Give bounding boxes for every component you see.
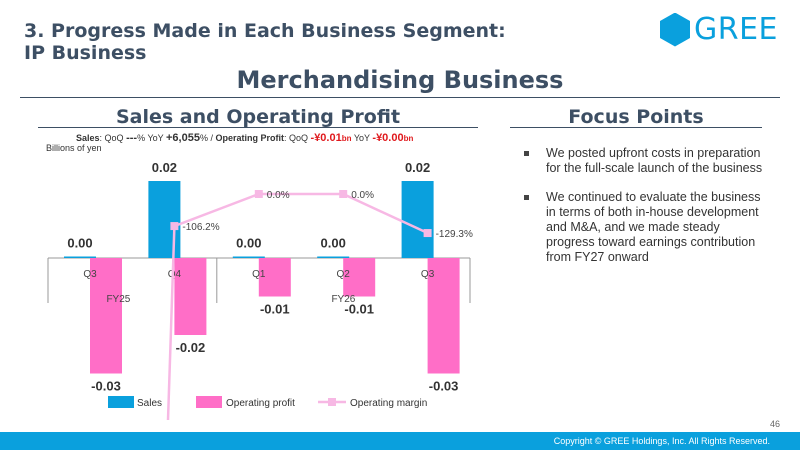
kpi-sales-qoq: --- — [126, 132, 138, 144]
legend-operating-margin-label: Operating margin — [350, 398, 427, 409]
category-tick-label: Q3 — [421, 269, 435, 280]
sales-bar — [64, 256, 96, 258]
gree-logo: GREE — [660, 12, 778, 47]
kpi-op-yoy-unit: bn — [403, 134, 414, 143]
focus-point: We posted upfront costs in preparation f… — [520, 146, 770, 176]
kpi-op-qoq: -¥0.01 — [310, 132, 342, 144]
operating-profit-bar — [174, 258, 207, 335]
operating-profit-bar — [258, 258, 291, 297]
sales-bar — [232, 256, 265, 258]
sales-bar — [148, 181, 181, 258]
legend-operating-profit-label: Operating profit — [226, 398, 295, 409]
kpi-op-qoq-label: QoQ — [289, 133, 309, 143]
category-tick-label: Q4 — [168, 269, 182, 280]
sales-value-label: 0.00 — [236, 236, 261, 251]
fiscal-group-label: FY25 — [106, 294, 130, 305]
kpi-sales-label: Sales — [76, 133, 100, 143]
section-title: 3. Progress Made in Each Business Segmen… — [24, 20, 506, 64]
category-tick-label: Q1 — [252, 269, 266, 280]
sales-value-label: 0.00 — [321, 236, 346, 251]
page-number: 46 — [770, 419, 781, 429]
operating-profit-value-label: -0.03 — [429, 379, 459, 394]
kpi-op-label: Operating Profit — [215, 133, 284, 143]
logo-text: GREE — [694, 12, 779, 47]
legend-sales-swatch — [108, 396, 134, 408]
operating-margin-marker — [423, 229, 432, 238]
sales-bar — [317, 256, 350, 258]
kpi-yoy-label: YoY — [147, 133, 164, 143]
sales-value-label: 0.02 — [405, 160, 430, 175]
kpi-op-yoy: -¥0.00 — [372, 132, 404, 144]
chart-panel-title: Sales and Operating Profit — [115, 106, 401, 128]
operating-margin-label: 0.0% — [351, 190, 374, 201]
focus-point: We continued to evaluate the business in… — [520, 190, 770, 265]
operating-margin-label: -129.3% — [436, 229, 473, 240]
legend-operating-profit-swatch — [196, 396, 222, 408]
chart-panel-divider — [38, 127, 478, 128]
kpi-qoq-label: QoQ — [104, 133, 124, 143]
operating-profit-bar — [343, 258, 376, 297]
operating-profit-bar — [427, 258, 460, 374]
sales-value-label: 0.02 — [152, 160, 177, 175]
operating-profit-value-label: -0.01 — [260, 302, 290, 317]
kpi-op-yoy-label: YoY — [353, 133, 370, 143]
operating-profit-value-label: -0.01 — [344, 302, 374, 317]
kpi-sales-yoy: +6,055 — [165, 132, 200, 144]
operating-margin-marker — [170, 222, 179, 231]
operating-margin-label: 0.0% — [267, 190, 290, 201]
sales-value-label: 0.00 — [67, 236, 92, 251]
kpi-op-qoq-unit: bn — [341, 134, 352, 143]
copyright: Copyright © GREE Holdings, Inc. All Righ… — [553, 436, 770, 446]
footer-bar: Copyright © GREE Holdings, Inc. All Righ… — [0, 432, 800, 450]
kpi-summary: Sales: QoQ ---% YoY +6,055% / Operating … — [76, 132, 414, 144]
category-tick-label: Q3 — [83, 269, 97, 280]
sales-bar — [401, 181, 434, 258]
legend-operating-margin-marker — [328, 398, 336, 406]
focus-panel-title: Focus Points — [568, 106, 704, 128]
kpi-sales-yoy-pct: % — [199, 133, 208, 143]
operating-margin-marker — [339, 190, 348, 198]
focus-points-list: We posted upfront costs in preparation f… — [520, 146, 770, 279]
operating-margin-label: -106.2% — [182, 222, 219, 233]
operating-margin-marker — [254, 190, 263, 198]
fiscal-group-label: FY26 — [331, 294, 355, 305]
unit-label: Billions of yen — [46, 143, 102, 153]
operating-profit-bar — [90, 258, 122, 374]
main-divider — [20, 97, 780, 98]
sales-operating-profit-chart: 0.00 -0.03 Q3 0.02 -0.02 Q4 0.00 -0.01 Q1 0.00 -0.… — [47, 160, 473, 421]
operating-profit-value-label: -0.02 — [176, 340, 206, 355]
focus-panel-divider — [510, 127, 762, 128]
category-tick-label: Q2 — [337, 269, 351, 280]
legend-sales-label: Sales — [137, 398, 162, 409]
main-title: Merchandising Business — [236, 66, 564, 94]
operating-profit-value-label: -0.03 — [91, 379, 121, 394]
kpi-sales-qoq-pct: % — [137, 133, 146, 143]
